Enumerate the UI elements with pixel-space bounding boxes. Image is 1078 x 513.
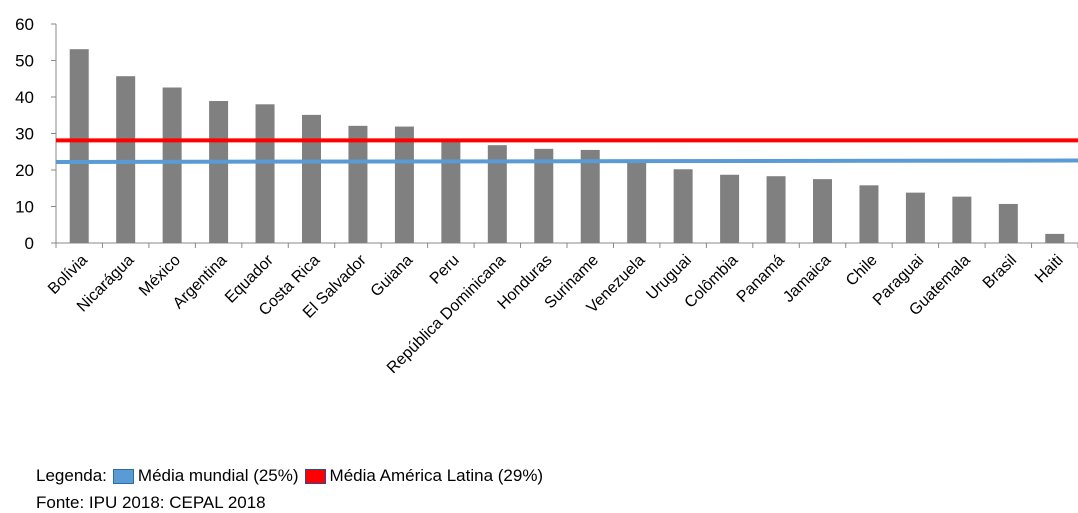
legend: Legenda: Média mundial (25%) Média Améri… (36, 466, 543, 486)
reference-lines (55, 138, 1078, 164)
bar (720, 174, 740, 243)
category-label: Guiana (368, 252, 417, 301)
world-average-line (55, 158, 1078, 164)
y-tick-label: 50 (15, 52, 34, 71)
bar (162, 87, 182, 243)
category-labels: BolíviaNicaráguaMéxicoArgentinaEquadorCo… (45, 251, 1067, 377)
category-label: Brasil (980, 252, 1020, 292)
legend-prefix: Legenda: (36, 466, 107, 485)
y-tick-label: 60 (15, 15, 34, 34)
bar (580, 149, 600, 243)
bar (255, 104, 275, 243)
bar-chart: 0 10 20 30 40 50 60 BolíviaNicaráguaMéxicoArge… (15, 15, 1078, 377)
bar (534, 148, 554, 243)
y-tick-label: 0 (25, 234, 34, 253)
category-label: Chile (843, 252, 881, 290)
category-label: Jamaica (780, 252, 834, 306)
y-tick-label: 40 (15, 88, 34, 107)
bar (627, 161, 647, 243)
category-label: Bolívia (45, 252, 91, 298)
bar (394, 126, 414, 243)
bar (487, 145, 507, 243)
bars (69, 49, 1065, 244)
y-tick-label: 20 (15, 161, 34, 180)
bar (952, 196, 972, 243)
source-note: Fonte: IPU 2018: CEPAL 2018 (36, 493, 266, 512)
bar (441, 141, 461, 243)
category-label: Haiti (1032, 252, 1067, 287)
bar (673, 169, 693, 243)
bar (348, 125, 368, 243)
bar (116, 76, 136, 243)
bar (302, 114, 321, 243)
y-tick-label: 10 (15, 198, 34, 217)
y-tick-label: 30 (15, 125, 34, 144)
bar (813, 179, 832, 243)
legend-swatch-latin-america-average (304, 468, 326, 484)
legend-label-latin-america-average: Média América Latina (29%) (329, 466, 544, 485)
bar (766, 176, 786, 243)
category-label: Peru (427, 252, 463, 288)
bar (859, 185, 879, 243)
bar (998, 203, 1018, 243)
category-label: Panamá (734, 252, 788, 306)
bar (1045, 233, 1065, 243)
bar (905, 192, 925, 243)
bar (69, 49, 89, 244)
bar (209, 101, 229, 243)
legend-label-world-average: Média mundial (25%) (137, 466, 299, 485)
legend-swatch-world-average (112, 468, 134, 484)
